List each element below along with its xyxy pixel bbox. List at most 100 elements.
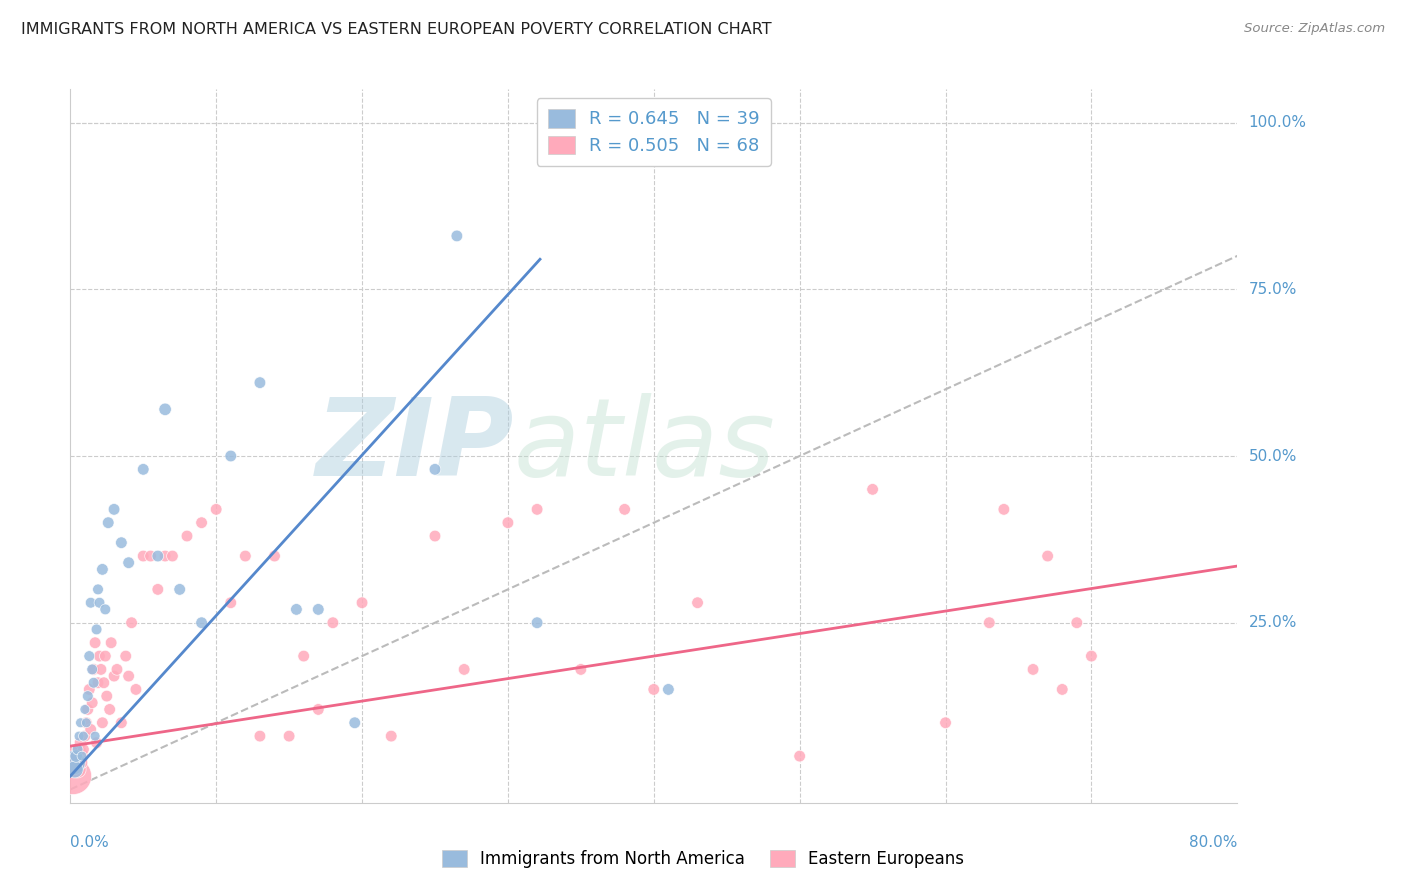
Point — [80, 596, 103, 610]
Point — [132, 462, 155, 476]
Point — [233, 549, 256, 563]
Point — [643, 682, 665, 697]
Point — [526, 615, 548, 630]
Point — [146, 582, 169, 597]
Point — [118, 669, 141, 683]
Point — [110, 715, 132, 730]
Point — [94, 602, 117, 616]
Text: 25.0%: 25.0% — [1249, 615, 1296, 631]
Point — [114, 649, 136, 664]
Point — [1036, 549, 1059, 563]
Point — [86, 623, 108, 637]
Point — [73, 729, 96, 743]
Point — [76, 689, 98, 703]
Point — [84, 636, 107, 650]
Point — [352, 596, 374, 610]
Point — [307, 702, 329, 716]
Text: 75.0%: 75.0% — [1249, 282, 1296, 297]
Point — [63, 763, 86, 777]
Point — [65, 749, 87, 764]
Text: 80.0%: 80.0% — [1189, 835, 1237, 850]
Point — [86, 736, 108, 750]
Point — [249, 729, 271, 743]
Point — [1080, 649, 1102, 664]
Point — [80, 723, 103, 737]
Point — [139, 549, 162, 563]
Point — [75, 715, 97, 730]
Point — [862, 483, 884, 497]
Point — [75, 715, 97, 730]
Point — [1050, 682, 1074, 697]
Point — [84, 729, 107, 743]
Point — [176, 529, 198, 543]
Point — [103, 669, 125, 683]
Point — [97, 516, 120, 530]
Point — [83, 662, 105, 676]
Point — [153, 402, 176, 417]
Point — [67, 729, 90, 743]
Point — [657, 682, 679, 697]
Point — [292, 649, 315, 664]
Text: Source: ZipAtlas.com: Source: ZipAtlas.com — [1244, 22, 1385, 36]
Point — [496, 516, 519, 530]
Point — [162, 549, 184, 563]
Point — [993, 502, 1015, 516]
Point — [89, 649, 111, 664]
Point — [96, 689, 118, 703]
Point — [66, 742, 89, 756]
Point — [307, 602, 329, 616]
Point — [82, 662, 104, 676]
Point — [322, 615, 344, 630]
Point — [121, 615, 143, 630]
Point — [1022, 662, 1045, 676]
Point — [263, 549, 285, 563]
Point — [94, 649, 117, 664]
Point — [100, 636, 122, 650]
Point — [446, 228, 468, 243]
Point — [219, 596, 242, 610]
Point — [146, 549, 169, 563]
Point — [190, 615, 212, 630]
Point — [90, 662, 112, 676]
Point — [91, 715, 114, 730]
Point — [70, 749, 93, 764]
Point — [686, 596, 709, 610]
Point — [87, 582, 110, 597]
Point — [103, 502, 125, 516]
Point — [87, 675, 110, 690]
Point — [118, 556, 141, 570]
Point — [249, 376, 271, 390]
Point — [169, 582, 191, 597]
Point — [343, 715, 366, 730]
Text: 50.0%: 50.0% — [1249, 449, 1296, 464]
Point — [105, 662, 128, 676]
Point — [91, 562, 114, 576]
Legend: Immigrants from North America, Eastern Europeans: Immigrants from North America, Eastern E… — [434, 843, 972, 875]
Point — [77, 682, 100, 697]
Legend: R = 0.645   N = 39, R = 0.505   N = 68: R = 0.645 N = 39, R = 0.505 N = 68 — [537, 98, 770, 166]
Point — [285, 602, 308, 616]
Point — [219, 449, 242, 463]
Point — [1066, 615, 1088, 630]
Text: 0.0%: 0.0% — [70, 835, 110, 850]
Point — [62, 756, 84, 770]
Point — [82, 696, 104, 710]
Point — [69, 736, 91, 750]
Point — [83, 675, 105, 690]
Point — [789, 749, 811, 764]
Point — [205, 502, 228, 516]
Point — [153, 549, 176, 563]
Point — [70, 756, 93, 770]
Point — [89, 596, 111, 610]
Point — [569, 662, 592, 676]
Point — [380, 729, 402, 743]
Point — [77, 649, 100, 664]
Point — [76, 702, 98, 716]
Point — [67, 742, 90, 756]
Point — [72, 742, 94, 756]
Text: 100.0%: 100.0% — [1249, 115, 1306, 130]
Point — [190, 516, 212, 530]
Point — [423, 462, 446, 476]
Point — [613, 502, 636, 516]
Text: ZIP: ZIP — [315, 393, 513, 499]
